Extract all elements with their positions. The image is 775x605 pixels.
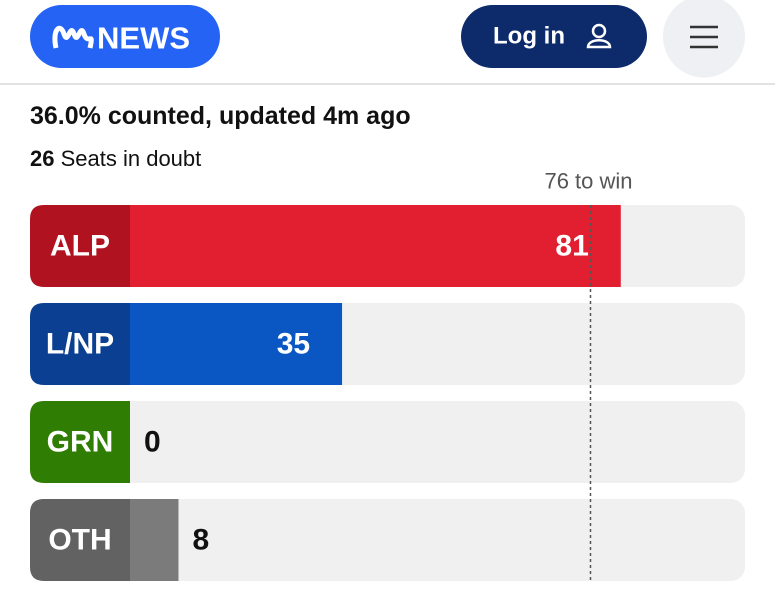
bar — [130, 303, 343, 385]
party-label-block — [30, 205, 130, 287]
bar — [130, 205, 621, 287]
seats-in-doubt-label: Seats in doubt — [61, 146, 202, 171]
bar — [130, 499, 179, 581]
menu-circle — [663, 0, 745, 78]
status-text: 36.0% counted, updated 4m ago — [30, 102, 411, 130]
bar-track — [30, 499, 745, 581]
logo-pill — [30, 5, 220, 68]
seat-bars: ALP 81 L/NP 35 GRN 0 OTH 8 76 to win — [30, 169, 745, 581]
party-label-block — [30, 401, 130, 483]
party-label: ALP — [50, 230, 110, 263]
party-label-block — [30, 303, 130, 385]
value-label: 81 — [555, 230, 588, 263]
logo-button[interactable]: NEWS — [30, 5, 220, 68]
party-label: OTH — [48, 524, 111, 557]
value-label: 8 — [192, 524, 209, 557]
seats-in-doubt-value: 26 — [30, 146, 54, 171]
login-pill — [461, 5, 647, 68]
win-line-label: 76 to win — [544, 169, 632, 194]
menu-icon — [690, 25, 718, 49]
login-text: Log in — [493, 23, 565, 50]
value-label: 0 — [144, 426, 161, 459]
logo-text: NEWS — [97, 21, 190, 56]
party-label: GRN — [47, 426, 114, 459]
login-button[interactable]: Log in — [461, 5, 647, 68]
user-icon-body — [586, 39, 612, 49]
party-label-block — [30, 499, 130, 581]
bar-track — [30, 401, 745, 483]
logo-icon — [52, 25, 94, 49]
user-icon-head — [591, 23, 607, 39]
seats-in-doubt: 26 Seats in doubt — [30, 146, 201, 171]
menu-button[interactable] — [663, 0, 745, 78]
value-label: 35 — [277, 328, 310, 361]
party-label: L/NP — [46, 328, 114, 361]
